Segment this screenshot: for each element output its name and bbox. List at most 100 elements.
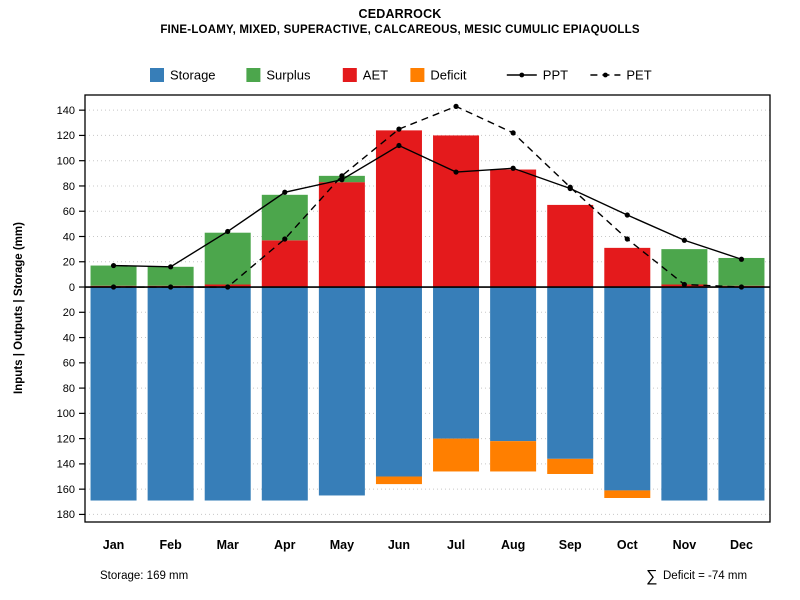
legend-label-storage: Storage: [170, 68, 216, 83]
ppt-point: [168, 264, 174, 270]
y-tick-label: 160: [57, 484, 75, 496]
pet-point: [453, 103, 459, 109]
legend-swatch-storage: [150, 68, 164, 82]
legend-label-aet: AET: [363, 68, 388, 83]
sigma-symbol: ∑: [646, 568, 657, 585]
y-tick-label: 60: [63, 206, 75, 218]
pet-line: [113, 105, 742, 288]
pet-point: [282, 236, 288, 242]
y-tick-label: 60: [63, 358, 75, 370]
storage-bar: [261, 287, 308, 501]
x-tick-label: Jan: [103, 538, 125, 552]
ppt-point: [110, 262, 117, 269]
deficit-note: Deficit = -74 mm: [663, 570, 747, 582]
legend-swatch-deficit: [410, 68, 425, 82]
deficit-bar: [433, 438, 480, 472]
y-tick-label: 140: [57, 459, 75, 471]
pet-point: [681, 281, 687, 288]
ppt-line: [113, 144, 742, 268]
x-tick-label: Jul: [447, 538, 465, 552]
aet-bar: [261, 240, 308, 288]
y-tick-label: 120: [57, 433, 75, 445]
legend-label-ppt: PPT: [543, 68, 568, 83]
y-axis-title: Inputs | Outputs | Storage (mm): [13, 222, 25, 394]
y-tick-label: 140: [57, 105, 75, 117]
aet-bar: [375, 130, 422, 288]
pet-point: [510, 130, 516, 136]
legend-point-pet: [603, 72, 608, 78]
storage-bar: [147, 287, 194, 501]
y-tick-label: 20: [63, 257, 75, 269]
storage-bar: [204, 287, 251, 501]
legend-label-deficit: Deficit: [430, 68, 467, 83]
plot-frame: [84, 94, 771, 523]
surplus-bar: [261, 194, 308, 241]
pet-point: [168, 284, 174, 290]
storage-bar: [547, 287, 594, 459]
storage-bar: [661, 287, 708, 501]
plot-area: 0 20 40 60 80 100 120 140 20 40 60 80 100 120 140 160 18…: [57, 68, 771, 552]
ppt-point: [624, 212, 630, 218]
y-tick-label: 40: [63, 332, 75, 344]
y-tick-label: 40: [63, 231, 75, 243]
pet-point: [225, 284, 231, 290]
storage-bar: [318, 287, 365, 496]
surplus-bar: [718, 257, 765, 286]
legend-point-ppt: [519, 72, 525, 78]
x-tick-label: Sep: [559, 538, 582, 552]
chart-subtitle: FINE-LOAMY, MIXED, SUPERACTIVE, CALCAREO…: [160, 24, 640, 36]
y-tick-label: 180: [57, 509, 75, 521]
ppt-point: [738, 256, 745, 262]
x-tick-label: May: [330, 538, 354, 552]
legend-swatch-aet: [342, 68, 357, 82]
ppt-point: [339, 177, 345, 183]
chart-title: CEDARROCK: [358, 7, 441, 21]
storage-bar: [490, 287, 537, 442]
pet-point: [738, 284, 745, 290]
x-tick-label: Jun: [388, 538, 410, 552]
y-tick-label: 20: [63, 307, 75, 319]
pet-point: [624, 236, 630, 242]
y-tick-label: 100: [57, 408, 75, 420]
y-tick-label: 120: [57, 130, 75, 142]
x-tick-label: Dec: [730, 538, 753, 552]
storage-bar: [90, 287, 137, 501]
surplus-bar: [661, 249, 708, 285]
deficit-bar: [490, 441, 537, 472]
surplus-bar: [204, 232, 251, 285]
x-tick-label: Nov: [673, 538, 697, 552]
pet-point: [567, 184, 573, 190]
aet-bar: [318, 182, 365, 288]
storage-note: Storage: 169 mm: [100, 570, 188, 582]
legend-swatch-surplus: [246, 68, 261, 82]
x-tick-label: Aug: [501, 538, 525, 552]
surplus-bar: [90, 265, 137, 286]
x-tick-label: Apr: [274, 538, 296, 552]
deficit-bar: [547, 458, 594, 474]
ppt-point: [282, 189, 288, 195]
storage-bar: [375, 287, 422, 477]
y-tick-label: 80: [63, 181, 75, 193]
x-tick-label: Oct: [617, 538, 639, 552]
y-tick-label: 80: [63, 383, 75, 395]
ppt-point: [396, 142, 402, 149]
pet-point: [110, 284, 117, 290]
aet-bar: [604, 247, 651, 288]
x-tick-label: Feb: [160, 538, 183, 552]
ppt-point: [225, 228, 231, 235]
ppt-point: [453, 169, 459, 175]
ppt-point: [510, 165, 516, 171]
deficit-bar: [375, 476, 422, 485]
legend-label-pet: PET: [626, 68, 651, 83]
y-tick-label: 100: [57, 155, 75, 167]
surplus-bar: [147, 266, 194, 286]
pet-point: [339, 173, 345, 179]
aet-bar: [490, 169, 537, 288]
storage-bar: [604, 287, 651, 491]
storage-bar: [433, 287, 480, 439]
y-tick-label: 0: [69, 282, 75, 294]
deficit-bar: [604, 490, 651, 498]
x-tick-label: Mar: [217, 538, 239, 552]
